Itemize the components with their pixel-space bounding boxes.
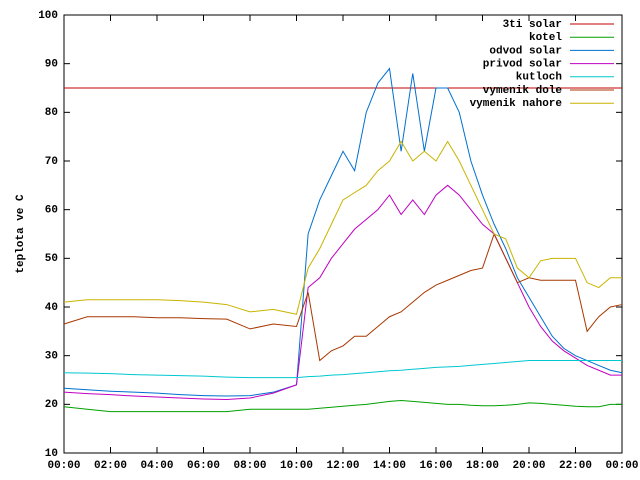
x-tick-label: 00:00 [47,460,80,472]
series-line [63,232,623,362]
y-tick-label: 80 [45,107,58,119]
legend-label: 3ti solar [503,19,562,31]
y-tick-label: 50 [45,253,58,265]
x-tick-label: 20:00 [512,460,545,472]
y-tick-label: 40 [45,302,58,314]
legend-label: kutloch [516,72,562,84]
legend-label: vymenik dole [483,85,563,97]
x-tick-label: 14:00 [373,460,406,472]
series-line [63,140,622,315]
x-tick-label: 02:00 [94,460,127,472]
series-line [63,184,622,400]
x-tick-label: 04:00 [140,460,173,472]
x-tick-label: 12:00 [326,460,359,472]
x-tick-label: 00:00 [605,460,638,472]
series-line [63,67,623,397]
y-axis-label: teplota ve C [15,194,27,274]
y-tick-label: 70 [45,156,58,168]
y-tick-label: 60 [45,205,58,217]
x-tick-label: 10:00 [280,460,313,472]
x-tick-label: 06:00 [187,460,220,472]
series-line [63,399,622,413]
x-tick-label: 18:00 [466,460,499,472]
series-line [63,360,622,379]
legend-label: vymenik nahore [470,98,563,110]
x-tick-label: 08:00 [233,460,266,472]
y-tick-label: 10 [45,448,58,460]
y-tick-label: 20 [45,399,58,411]
x-tick-label: 22:00 [559,460,592,472]
legend-label: privod solar [483,59,562,71]
legend-label: kotel [529,32,562,44]
y-tick-label: 30 [45,351,58,363]
legend-label: odvod solar [489,45,562,57]
y-tick-label: 90 [45,59,58,71]
x-tick-label: 16:00 [419,460,452,472]
y-tick-label: 100 [38,10,58,22]
